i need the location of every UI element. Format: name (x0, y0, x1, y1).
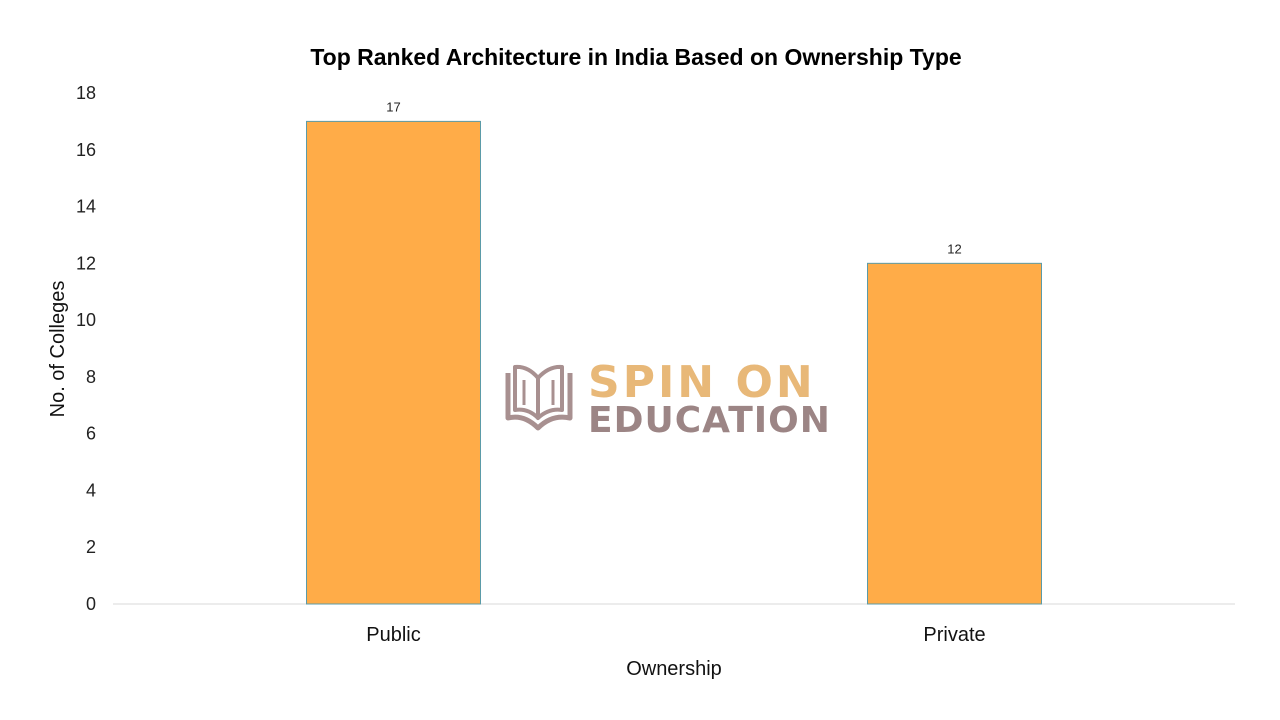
y-tick-label: 8 (86, 367, 96, 387)
data-label-public: 17 (386, 99, 400, 114)
bars-group (306, 120, 1042, 605)
y-tick-label: 18 (76, 83, 96, 103)
y-axis-ticks: 0 2 4 6 8 10 12 14 16 18 (76, 83, 96, 614)
y-tick-label: 14 (76, 197, 96, 217)
bar-public (306, 120, 481, 605)
y-tick-label: 0 (86, 594, 96, 614)
watermark-line1: SPIN ON (588, 357, 816, 408)
y-tick-label: 6 (86, 424, 96, 444)
y-axis-title: No. of Colleges (47, 281, 69, 418)
x-tick-label-private: Private (923, 624, 985, 646)
y-tick-label: 10 (76, 310, 96, 330)
y-tick-label: 16 (76, 140, 96, 160)
x-tick-label-public: Public (366, 624, 420, 646)
y-tick-label: 2 (86, 537, 96, 557)
data-label-private: 12 (947, 241, 961, 256)
x-axis-title: Ownership (626, 658, 722, 680)
y-tick-label: 4 (86, 480, 96, 500)
open-book-icon (505, 364, 573, 431)
x-axis-category-labels: Public Private (366, 624, 985, 646)
y-tick-label: 12 (76, 253, 96, 273)
watermark: SPIN ON EDUCATION (505, 357, 831, 441)
watermark-line2: EDUCATION (588, 400, 831, 441)
chart-title: Top Ranked Architecture in India Based o… (310, 44, 961, 70)
bar-private (867, 262, 1042, 605)
